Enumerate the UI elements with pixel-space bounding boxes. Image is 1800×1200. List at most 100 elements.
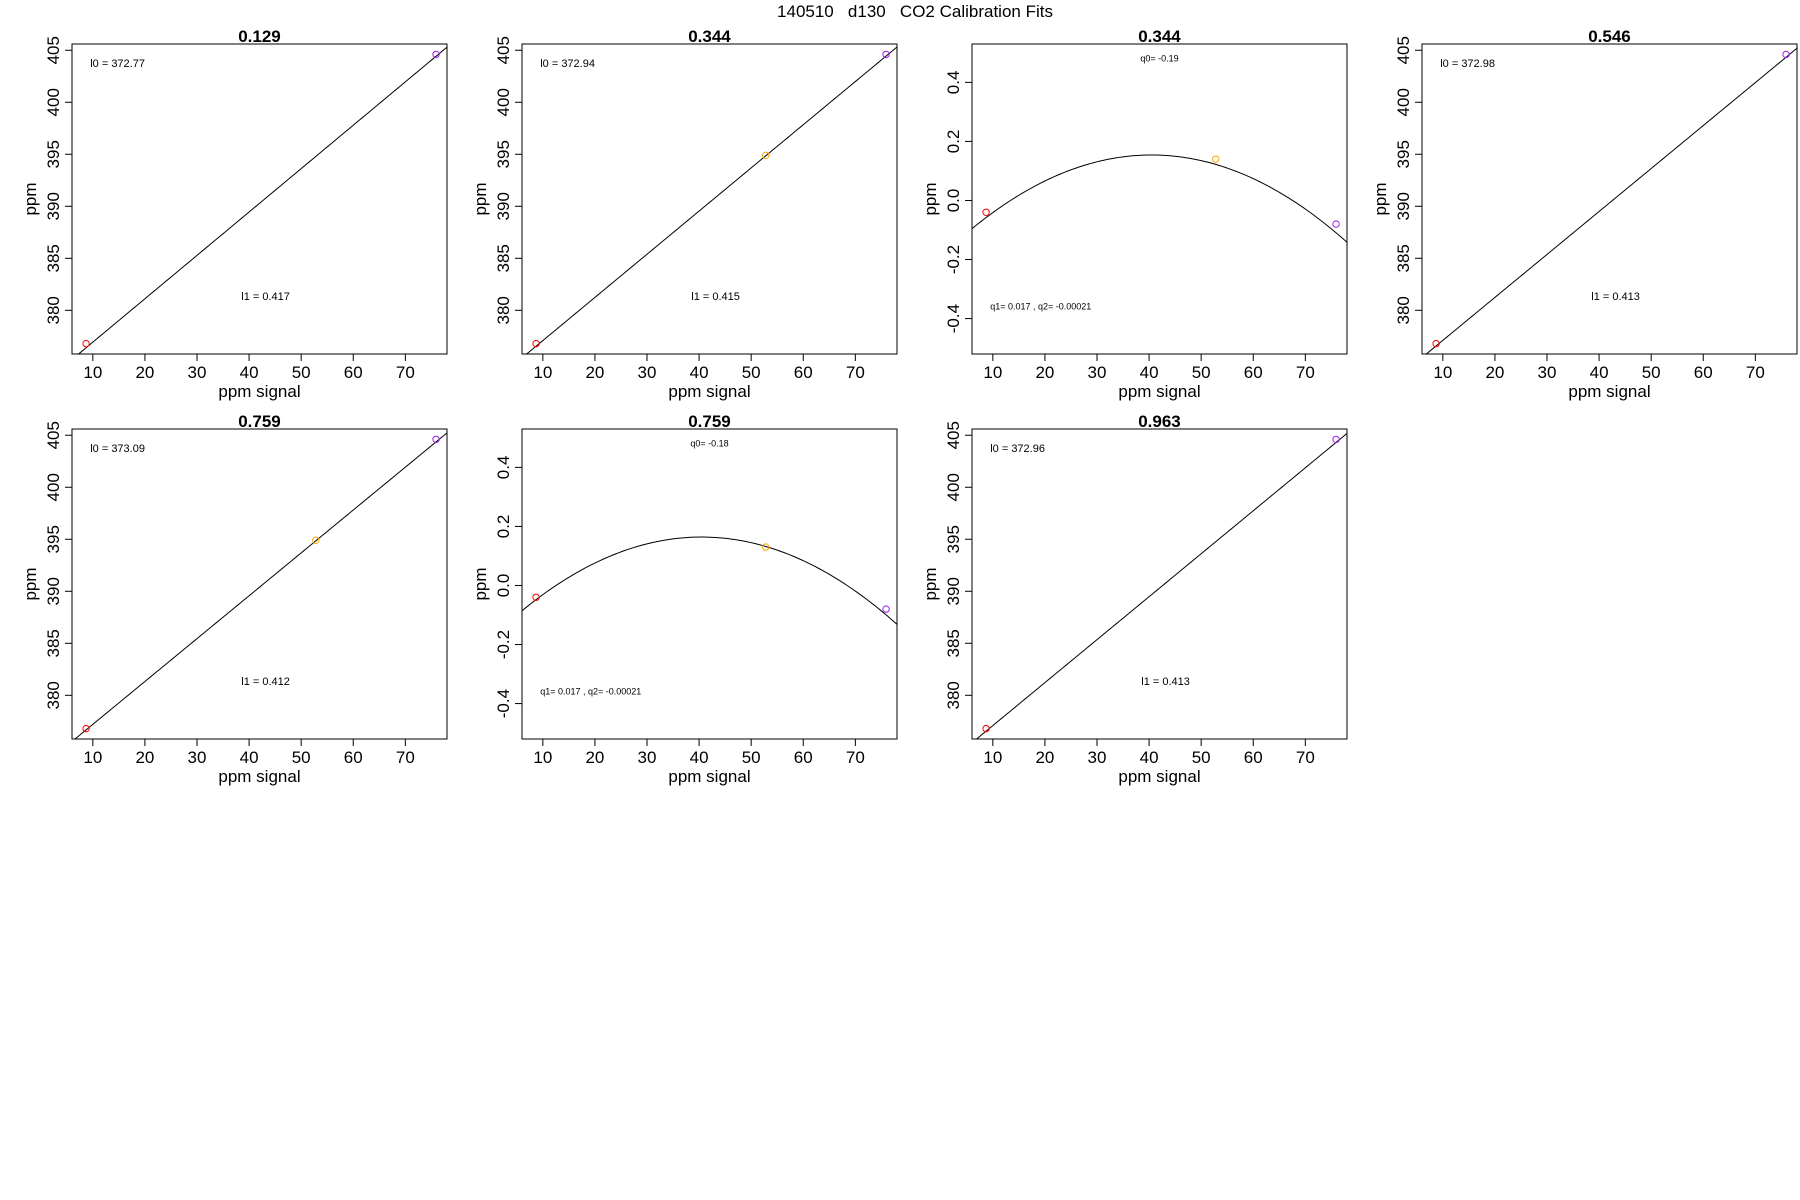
fit-annotation: l0 = 372.94 <box>540 58 595 70</box>
y-tick-label: -0.2 <box>494 630 513 659</box>
fit-line <box>1425 47 1797 354</box>
x-tick-label: 40 <box>1140 748 1159 767</box>
fit-line <box>522 536 897 625</box>
data-point <box>882 605 890 613</box>
data-point <box>82 339 90 348</box>
y-axis-label: ppm <box>471 567 490 600</box>
y-axis-label: ppm <box>921 182 940 215</box>
y-tick-label: 405 <box>44 421 63 449</box>
x-tick-label: 60 <box>344 363 363 382</box>
figure-title: 140510 d130 CO2 Calibration Fits <box>777 2 1053 21</box>
data-point <box>1332 220 1340 228</box>
data-point <box>982 208 990 216</box>
x-tick-label: 40 <box>690 748 709 767</box>
x-tick-label: 40 <box>1140 363 1159 382</box>
data-point <box>1782 50 1790 59</box>
x-axis-label: ppm signal <box>218 382 300 401</box>
x-tick-label: 20 <box>1035 363 1054 382</box>
x-tick-label: 40 <box>1590 363 1609 382</box>
x-tick-label: 70 <box>396 363 415 382</box>
x-tick-label: 50 <box>1192 363 1211 382</box>
fit-annotation: l0 = 372.77 <box>90 58 145 70</box>
x-tick-label: 60 <box>794 363 813 382</box>
x-tick-label: 50 <box>742 363 761 382</box>
x-tick-label: 10 <box>533 748 552 767</box>
x-tick-label: 70 <box>846 748 865 767</box>
x-tick-label: 60 <box>344 748 363 767</box>
y-tick-label: 395 <box>44 525 63 553</box>
y-tick-label: 385 <box>1394 244 1413 272</box>
data-point <box>1332 435 1340 444</box>
chart-svg: 0.344 10 20 30 40 50 60 70 380 385 390 395 400 405 ppm… <box>471 27 898 401</box>
data-point <box>312 536 320 545</box>
x-tick-label: 30 <box>188 748 207 767</box>
chart-svg: 0.129 10 20 30 40 50 60 70 380 385 390 395 400 405 ppm… <box>21 27 448 401</box>
data-point <box>1212 155 1220 163</box>
x-axis-label: ppm signal <box>1568 382 1650 401</box>
y-tick-label: 390 <box>494 192 513 220</box>
x-tick-label: 30 <box>1088 748 1107 767</box>
data-point <box>762 151 770 160</box>
fit-annotation: l1 = 0.412 <box>241 676 290 688</box>
y-tick-label: 0.4 <box>944 71 963 95</box>
chart-svg: 0.759 10 20 30 40 50 60 70 -0.4 -0.2 0.0 0.2 0.4 ppm … <box>471 412 898 786</box>
plot-frame <box>71 43 448 355</box>
x-tick-label: 60 <box>1244 748 1263 767</box>
data-point <box>82 724 90 733</box>
x-tick-label: 50 <box>292 363 311 382</box>
fit-annotation: l1 = 0.413 <box>1141 676 1190 688</box>
panel-title: 0.963 <box>1138 412 1181 431</box>
x-tick-label: 60 <box>1694 363 1713 382</box>
fit-line <box>74 432 447 739</box>
x-tick-label: 70 <box>846 363 865 382</box>
fit-annotation: l1 = 0.417 <box>241 291 290 303</box>
panel-title: 0.759 <box>238 412 281 431</box>
x-tick-label: 20 <box>1485 363 1504 382</box>
y-tick-label: 400 <box>44 473 63 501</box>
fit-line <box>77 46 447 354</box>
data-point <box>1432 339 1440 348</box>
y-tick-label: 385 <box>44 244 63 272</box>
y-tick-label: 400 <box>944 473 963 501</box>
fit-annotation: q1= 0.017 , q2= -0.00021 <box>540 687 641 697</box>
y-tick-label: 400 <box>1394 88 1413 116</box>
fit-line <box>975 433 1347 739</box>
data-point <box>532 339 540 348</box>
panel-title: 0.546 <box>1588 27 1631 46</box>
panel-title: 0.344 <box>1138 27 1181 46</box>
fit-annotation: l0 = 372.98 <box>1440 58 1495 70</box>
plot-frame <box>971 428 1348 740</box>
y-tick-label: 395 <box>944 525 963 553</box>
calibration-panel: 0.344 10 20 30 40 50 60 70 -0.4 -0.2 0.0 0.2 0.4 ppm … <box>900 20 1350 405</box>
x-tick-label: 20 <box>585 748 604 767</box>
plot-frame <box>971 43 1348 355</box>
x-tick-label: 40 <box>690 363 709 382</box>
calibration-panel: 0.129 10 20 30 40 50 60 70 380 385 390 395 400 405 ppm… <box>0 20 450 405</box>
x-axis-label: ppm signal <box>218 767 300 786</box>
y-axis-label: ppm <box>21 182 40 215</box>
x-tick-label: 10 <box>83 363 102 382</box>
data-point <box>762 543 770 551</box>
x-tick-label: 50 <box>1642 363 1661 382</box>
y-tick-label: 0.0 <box>944 189 963 213</box>
panel-title: 0.759 <box>688 412 731 431</box>
y-tick-label: 395 <box>44 140 63 168</box>
panel-title: 0.344 <box>688 27 731 46</box>
x-tick-label: 70 <box>1296 748 1315 767</box>
chart-svg: 0.759 10 20 30 40 50 60 70 380 385 390 395 400 405 ppm… <box>21 412 448 786</box>
calibration-panel: 0.759 10 20 30 40 50 60 70 380 385 390 395 400 405 ppm… <box>0 405 450 790</box>
data-point <box>432 50 440 59</box>
chart-svg: 0.546 10 20 30 40 50 60 70 380 385 390 395 400 405 ppm… <box>1371 27 1798 401</box>
x-tick-label: 20 <box>1035 748 1054 767</box>
x-axis-label: ppm signal <box>1118 767 1200 786</box>
x-tick-label: 10 <box>983 363 1002 382</box>
y-tick-label: 385 <box>44 629 63 657</box>
calibration-panel: 0.963 10 20 30 40 50 60 70 380 385 390 395 400 405 ppm… <box>900 405 1350 790</box>
x-tick-label: 50 <box>292 748 311 767</box>
fit-annotation: q0= -0.19 <box>1140 54 1178 64</box>
x-tick-label: 30 <box>1088 363 1107 382</box>
x-tick-label: 20 <box>585 363 604 382</box>
y-axis-label: ppm <box>471 182 490 215</box>
y-tick-label: 390 <box>44 192 63 220</box>
calibration-panel: 0.759 10 20 30 40 50 60 70 -0.4 -0.2 0.0 0.2 0.4 ppm … <box>450 405 900 790</box>
